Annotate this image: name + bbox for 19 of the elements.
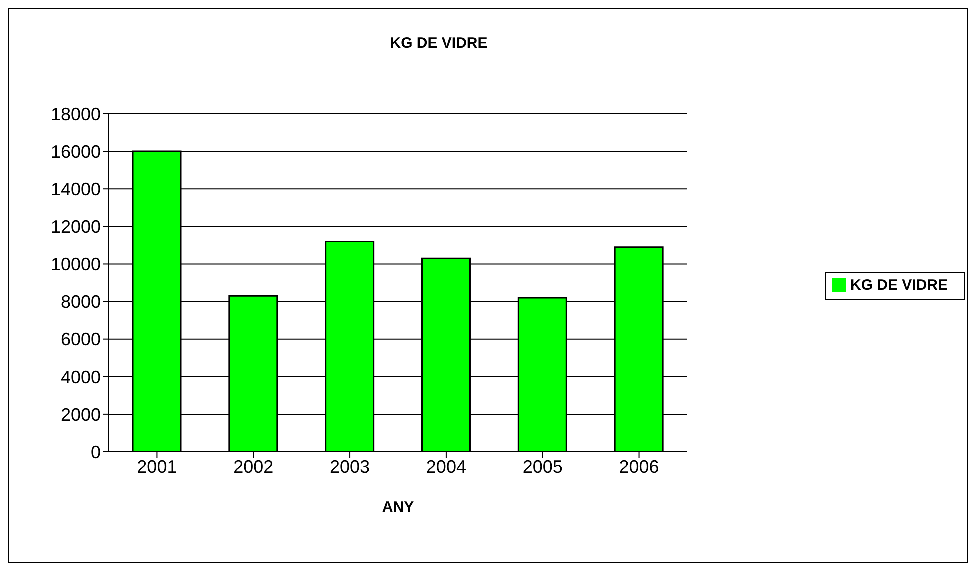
x-tick-label: 2003 (330, 456, 370, 477)
y-tick-label: 10000 (50, 254, 101, 275)
y-tick-label: 4000 (60, 367, 101, 388)
y-tick-label: 16000 (50, 142, 101, 162)
y-tick-label: 2000 (60, 404, 101, 425)
y-tick-label: 6000 (60, 330, 101, 350)
x-tick-label: 2004 (426, 456, 466, 477)
x-tick-label: 2001 (137, 456, 178, 477)
x-tick-label: 2006 (619, 456, 660, 477)
x-tick-label: 2005 (522, 456, 563, 477)
y-tick-label: 8000 (60, 292, 101, 312)
y-tick-label: 14000 (50, 180, 101, 200)
x-tick-label: 2002 (234, 456, 274, 477)
y-tick-label: 12000 (50, 217, 101, 238)
legend-label: KG DE VIDRE (850, 276, 948, 294)
y-tick-label: 18000 (50, 104, 101, 124)
y-tick-label: 0 (90, 442, 101, 462)
chart-title: KG DE VIDRE (389, 35, 489, 52)
x-axis-title: ANY (382, 499, 414, 516)
